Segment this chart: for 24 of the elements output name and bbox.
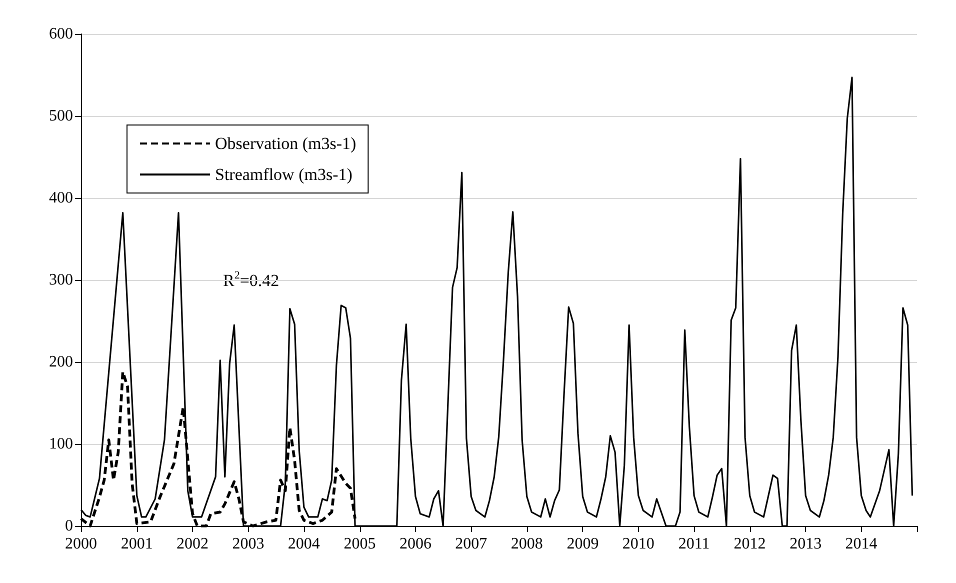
x-tick-label: 2007 (455, 536, 488, 552)
x-tick-label: 2008 (510, 536, 543, 552)
x-tick-label: 2001 (120, 536, 153, 552)
x-tick-label: 2004 (288, 536, 320, 552)
y-tick-label: 300 (49, 272, 73, 288)
y-tick-label: 500 (49, 108, 73, 124)
y-tick-label: 100 (49, 436, 73, 452)
x-tick-label: 2011 (678, 536, 710, 552)
x-tick-label: 2014 (845, 536, 878, 552)
legend-label: Streamflow (m3s-1) (215, 165, 352, 184)
y-tick-label: 400 (49, 190, 73, 206)
x-tick-label: 2009 (566, 536, 599, 552)
y-tick-label: 0 (65, 518, 73, 534)
x-tick-label: 2010 (622, 536, 654, 552)
legend-label: Observation (m3s-1) (215, 134, 356, 153)
x-tick-label: 2000 (65, 536, 97, 552)
x-tick-label: 2013 (790, 536, 822, 552)
x-tick-label: 2003 (232, 536, 264, 552)
x-tick-label: 2005 (344, 536, 376, 552)
x-tick-label: 2006 (399, 536, 432, 552)
y-tick-label: 200 (49, 354, 73, 370)
y-tick-label: 600 (49, 26, 73, 42)
x-tick-label: 2002 (176, 536, 209, 552)
x-tick-label: 2012 (734, 536, 766, 552)
